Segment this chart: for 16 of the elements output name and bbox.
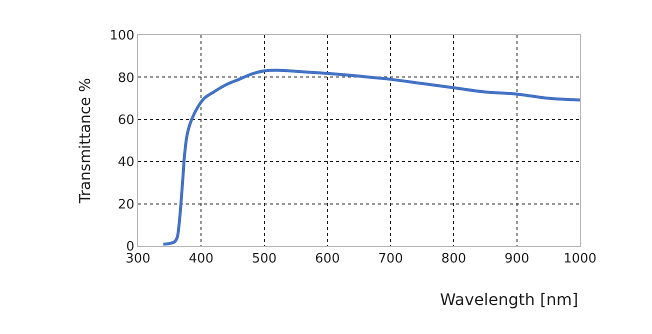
x-tick-label: 900: [504, 252, 530, 267]
x-tick-label: 500: [252, 252, 277, 267]
x-tick-label: 600: [315, 252, 340, 267]
x-tick-label: 1000: [563, 252, 597, 267]
y-axis-title: Transmittance %: [76, 78, 94, 204]
x-tick-label: 300: [126, 252, 150, 267]
line-series: [162, 68, 580, 246]
y-tick-label: 20: [118, 197, 134, 212]
x-tick-label: 700: [378, 252, 403, 267]
y-tick-label: 80: [118, 70, 134, 86]
y-tick-label: 100: [110, 28, 134, 44]
x-axis-title: Wavelength [nm]: [440, 290, 578, 309]
y-tick-label: 40: [118, 155, 134, 170]
y-tick-label: 60: [118, 112, 134, 128]
x-tick-label: 800: [441, 252, 466, 267]
x-tick-label: 400: [188, 252, 214, 267]
